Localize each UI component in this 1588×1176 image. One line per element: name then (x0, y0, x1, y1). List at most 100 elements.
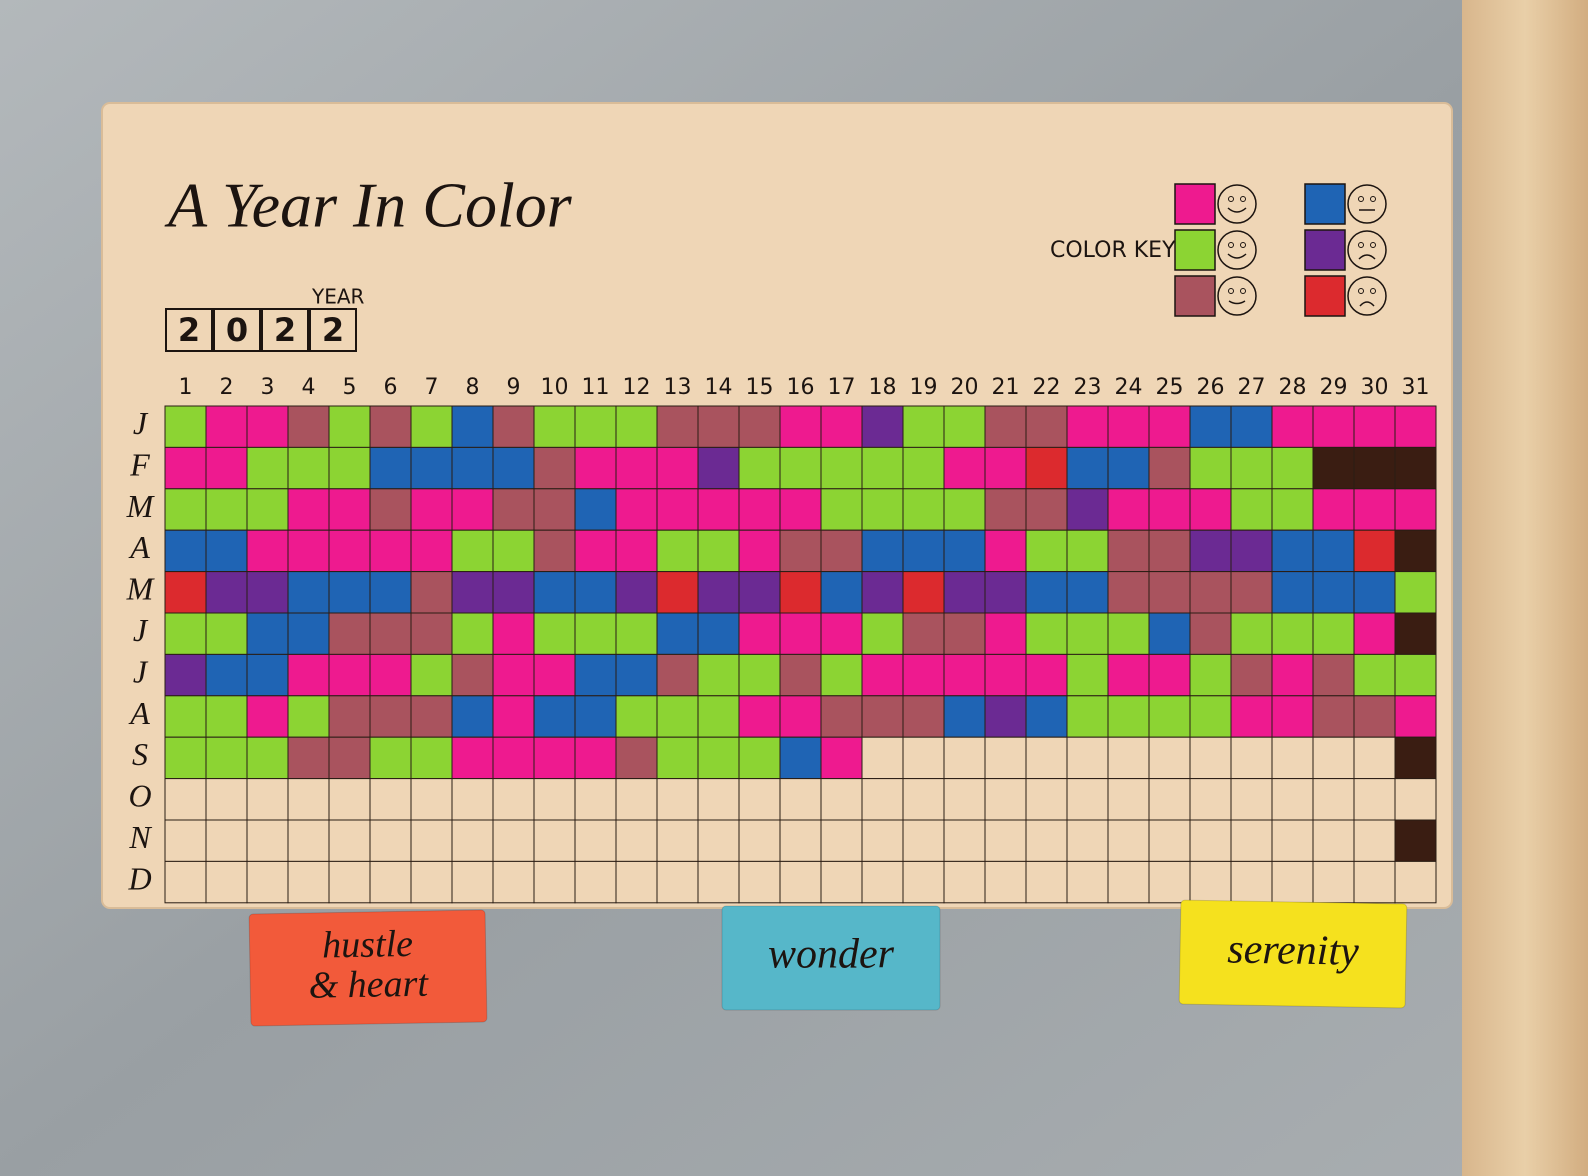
day-label: 30 (1361, 375, 1389, 400)
day-cell (1230, 819, 1273, 862)
day-cell (287, 612, 330, 655)
day-cell (1189, 819, 1232, 862)
day-cell (697, 778, 740, 821)
day-cell (697, 695, 740, 738)
block-body (1178, 899, 1408, 1009)
day-cell (697, 612, 740, 655)
day-cell (984, 529, 1027, 573)
day-cell (287, 819, 330, 862)
day-cell (1148, 446, 1191, 490)
day-cell (1312, 446, 1355, 490)
block-text: & heart (308, 963, 429, 1007)
day-cell (820, 653, 863, 697)
day-cell (574, 488, 617, 531)
day-cell (246, 488, 289, 531)
day-label: 28 (1279, 375, 1307, 400)
day-label: 5 (343, 375, 357, 400)
day-cell (164, 653, 207, 697)
day-cell (943, 860, 986, 904)
day-cell (1353, 405, 1396, 448)
day-cell (1353, 612, 1396, 655)
day-cell (943, 529, 986, 573)
day-cell (1230, 488, 1273, 531)
word-block: hustle& heart (248, 909, 488, 1027)
day-cell (943, 695, 986, 738)
day-cell (861, 778, 904, 821)
key-swatch (1174, 229, 1216, 271)
day-cell (1189, 488, 1232, 531)
key-mouth (1359, 301, 1375, 307)
day-cell (1312, 571, 1355, 614)
day-cell (656, 819, 699, 862)
day-cell (1271, 446, 1314, 490)
day-cell (738, 446, 781, 490)
day-cell (574, 860, 617, 904)
day-cell (1148, 405, 1191, 448)
day-cell (1025, 695, 1068, 738)
day-cell (574, 446, 617, 490)
day-cell (1148, 695, 1191, 738)
day-cell (410, 488, 453, 531)
year-box (309, 308, 357, 352)
day-cell (1271, 860, 1314, 904)
day-cell (1107, 405, 1150, 448)
day-cell (656, 446, 699, 490)
day-cell (164, 778, 207, 821)
day-cell (943, 778, 986, 821)
key-swatch (1304, 275, 1346, 317)
day-cell (533, 653, 576, 697)
day-label: 23 (1074, 375, 1102, 400)
day-cell (328, 446, 371, 490)
word-block: serenity (1178, 899, 1408, 1009)
day-cell (328, 488, 371, 531)
day-cell (451, 529, 494, 573)
day-cell (779, 695, 822, 738)
key-mouth (1228, 300, 1246, 305)
day-cell (1394, 860, 1437, 904)
day-cell (943, 405, 986, 448)
day-cell (287, 860, 330, 904)
day-cell (1271, 695, 1314, 738)
day-label: 29 (1320, 375, 1348, 400)
day-cell (738, 529, 781, 573)
day-cell (1394, 529, 1437, 573)
day-cell (902, 778, 945, 821)
day-cell (533, 446, 576, 490)
month-label: J (133, 612, 149, 648)
day-cell (1066, 819, 1109, 862)
day-cell (861, 860, 904, 904)
block-text: serenity (1227, 926, 1360, 974)
day-cell (1107, 571, 1150, 614)
day-label: 27 (1238, 375, 1266, 400)
day-label: 17 (828, 375, 856, 400)
day-cell (943, 446, 986, 490)
day-label: 25 (1156, 375, 1184, 400)
key-face (1347, 230, 1387, 270)
day-cell (574, 571, 617, 614)
day-cell (656, 695, 699, 738)
day-cell (779, 736, 822, 780)
day-cell (1312, 612, 1355, 655)
day-cell (1066, 695, 1109, 738)
day-cell (328, 695, 371, 738)
month-label: A (128, 529, 150, 565)
day-cell (1312, 653, 1355, 697)
day-cell (1148, 529, 1191, 573)
day-cell (369, 529, 412, 573)
key-eye (1240, 288, 1246, 294)
day-cell (369, 736, 412, 780)
day-cell (1107, 446, 1150, 490)
day-cell (820, 695, 863, 738)
day-cell (369, 446, 412, 490)
day-cell (574, 529, 617, 573)
key-face (1347, 184, 1387, 224)
day-cell (779, 653, 822, 697)
day-cell (1271, 529, 1314, 573)
key-eye (1370, 196, 1376, 202)
day-cell (902, 695, 945, 738)
day-cell (1025, 736, 1068, 780)
day-cell (1189, 446, 1232, 490)
day-cell (574, 819, 617, 862)
day-label: 12 (623, 375, 651, 400)
day-cell (1025, 612, 1068, 655)
